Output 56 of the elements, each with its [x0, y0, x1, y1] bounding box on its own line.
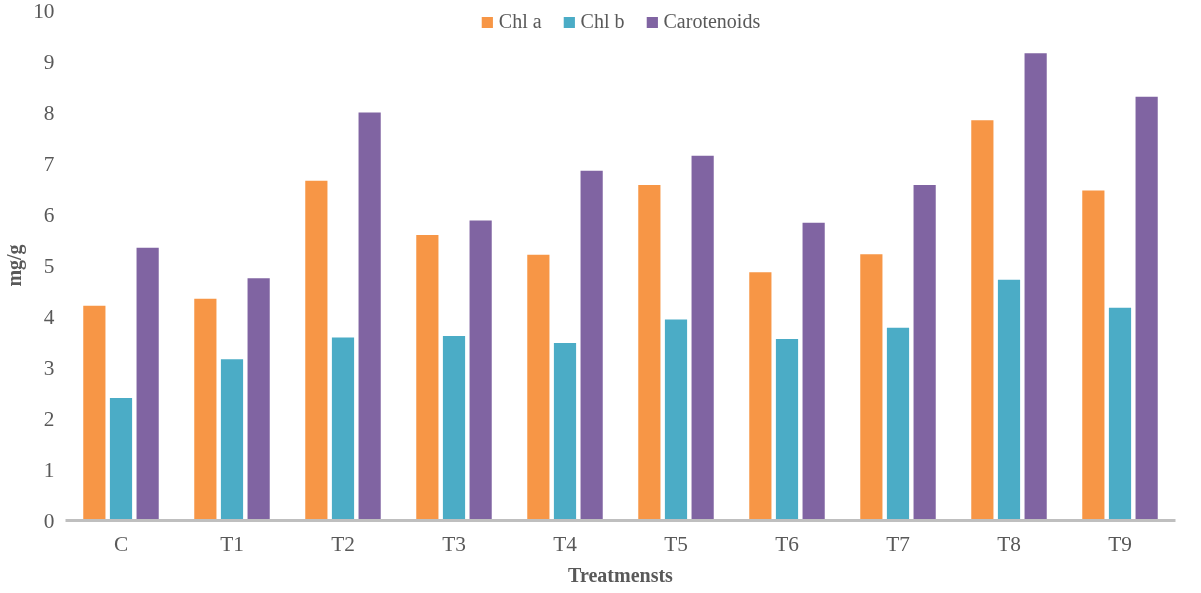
- bar: [331, 337, 355, 521]
- legend-label: Chl a: [498, 10, 542, 33]
- x-tick-label: T3: [442, 531, 466, 556]
- x-axis-title: Treatmensts: [568, 563, 674, 586]
- bar: [749, 272, 772, 521]
- bar: [664, 319, 688, 521]
- bar: [971, 120, 994, 521]
- y-tick-label: 10: [33, 0, 55, 23]
- x-tick-label: T9: [1108, 531, 1132, 556]
- bar: [109, 398, 133, 521]
- bar: [638, 184, 661, 521]
- x-tick-label: T6: [775, 531, 800, 556]
- bar: [1082, 190, 1105, 521]
- bar: [1024, 53, 1047, 521]
- bar: [860, 254, 883, 521]
- x-tick-label: T5: [664, 531, 688, 556]
- y-tick-label: 9: [43, 49, 55, 74]
- y-tick-label: 4: [43, 304, 55, 329]
- x-tick-label: C: [113, 531, 129, 556]
- bar: [913, 184, 936, 521]
- y-tick-label: 8: [43, 100, 55, 125]
- y-tick-label: 2: [43, 406, 55, 431]
- bar: [553, 343, 577, 521]
- bar: [220, 359, 244, 521]
- y-axis-title: mg/g: [3, 244, 27, 287]
- x-tick-label: T7: [886, 531, 911, 556]
- legend-label: Chl b: [580, 10, 625, 33]
- x-tick-label: T4: [553, 531, 578, 556]
- bar: [247, 278, 270, 521]
- bar: [1135, 96, 1158, 521]
- bar: [136, 247, 159, 521]
- x-tick-label: T1: [220, 531, 244, 556]
- legend-label: Carotenoids: [663, 10, 761, 33]
- bar: [358, 112, 381, 521]
- bar: [416, 234, 439, 521]
- y-tick-label: 6: [43, 202, 55, 227]
- y-tick-label: 3: [43, 355, 55, 380]
- bar: [775, 338, 799, 521]
- bar: [83, 305, 106, 521]
- y-tick-label: 0: [43, 508, 55, 533]
- bar: [305, 180, 328, 521]
- y-tick-label: 1: [43, 457, 55, 482]
- bar: [442, 335, 466, 521]
- bar: [469, 220, 492, 521]
- bar: [527, 254, 550, 521]
- y-tick-label: 5: [43, 253, 55, 278]
- bar: [691, 155, 714, 521]
- bar: [1108, 307, 1132, 521]
- x-tick-label: T2: [331, 531, 355, 556]
- bar: [194, 298, 217, 521]
- y-tick-label: 7: [43, 151, 55, 176]
- bar: [580, 170, 603, 521]
- bar: [997, 279, 1021, 521]
- bar: [886, 327, 910, 521]
- x-tick-label: T8: [997, 531, 1021, 556]
- bar: [802, 222, 825, 521]
